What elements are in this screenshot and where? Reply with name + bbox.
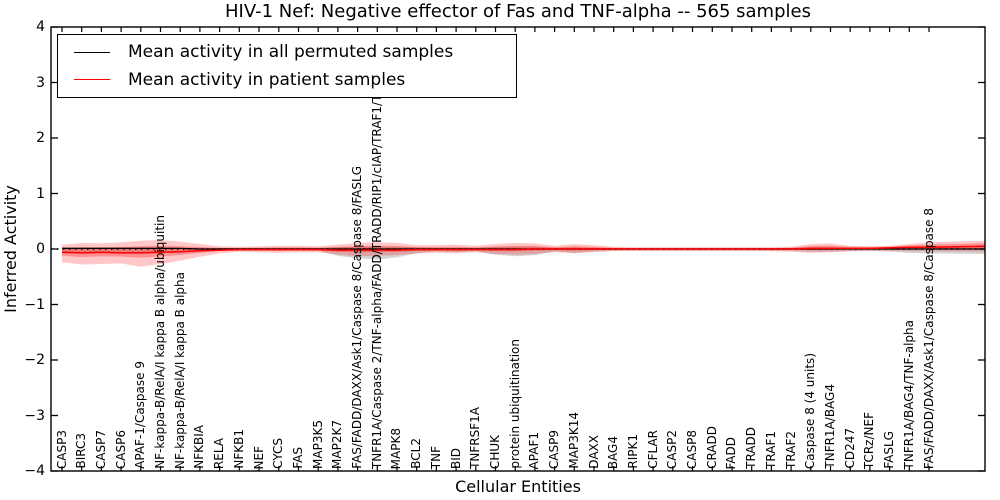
x-tick-label: FADD [724,436,739,470]
x-tick-label: protein ubiquitination [507,339,522,469]
x-tick-label: FAS/FADD/DAXX/Ask1/Caspase 8/Caspase 8 [921,207,936,469]
x-tick-label: BID [448,447,463,469]
x-tick-label: CASP3 [54,429,69,469]
x-axis-title: Cellular Entities [455,477,581,496]
x-tick-label: BCL2 [409,438,424,469]
x-tick-label: CASP7 [93,429,108,469]
y-tick-label: 3 [36,74,45,91]
x-tick-label: MAPK8 [389,427,404,469]
x-tick-label: APAF1 [527,431,542,469]
legend-entry-permuted: Mean activity in all permuted samples [74,42,516,62]
x-tick-label: MAP3K5 [310,420,325,469]
x-tick-label: CD247 [842,428,857,469]
x-tick-label: FAS [290,447,305,469]
x-tick-label: Caspase 8 (4 units) [803,352,818,469]
y-tick-label: −3 [24,407,45,424]
x-tick-label: BIRC3 [74,433,89,469]
y-tick-label: 4 [36,19,45,35]
x-tick-label: TNFRSF1A [468,407,483,469]
x-tick-label: TCRz/NEF [862,411,877,469]
x-tick-label: NFKBIA [192,425,207,469]
x-tick-label: CASP6 [113,429,128,469]
y-tick-label: 0 [36,241,45,257]
x-tick-label: RELA [212,437,227,469]
x-tick-label: TNF [428,445,443,469]
chart-title: HIV-1 Nef: Negative effector of Fas and … [225,1,811,22]
x-tick-label: CYCS [271,438,286,469]
x-tick-label: NF-kappa-B/RelA/I kappa B alpha/ubiquiti… [153,215,168,469]
patient-line-swatch-icon [74,79,110,81]
x-tick-label: TNFR1A/BAG4 [822,384,837,469]
x-tick-label: MAP3K14 [566,412,581,469]
x-tick-label: APAF-1/Caspase 9 [133,361,148,469]
legend-label-permuted: Mean activity in all permuted samples [128,42,454,63]
x-tick-label: TRAF2 [783,431,798,469]
x-tick-label: RIPK1 [625,434,640,469]
x-tick-label: BAG4 [606,435,621,469]
x-tick-label: NF-kappa-B/RelA/I kappa B alpha [172,272,187,469]
x-tick-label: TNFR1A/BAG4/TNF-alpha [901,319,916,469]
x-tick-label: TRAF1 [763,431,778,469]
x-tick-label: CASP2 [665,429,680,469]
x-tick-label: MAP2K7 [330,420,345,469]
patient-band-outer [62,240,985,267]
y-tick-label: −4 [24,463,45,479]
x-tick-label: FASLG [882,431,897,469]
patient-band-inner [62,243,985,258]
y-tick-label: 2 [36,130,45,146]
x-tick-label: DAXX [586,435,601,469]
x-tick-label: NEF [251,445,266,469]
legend-entry-patient: Mean activity in patient samples [74,70,516,90]
x-tick-label: FAS/FADD/DAXX/Ask1/Caspase 8/Caspase 8/F… [350,166,365,469]
x-tick-label: TNFR1A/Caspase 2/TNF-alpha/FADD/TRADD/RI… [369,63,384,469]
legend-label-patient: Mean activity in patient samples [128,69,406,90]
x-tick-label: NFKB1 [231,429,246,469]
legend: Mean activity in all permuted samples Me… [57,34,517,98]
y-tick-label: 1 [36,185,45,202]
patient-mean-line [61,245,986,254]
x-tick-label: CRADD [704,426,719,469]
x-tick-label: CFLAR [645,430,660,469]
x-tick-label: CASP9 [547,429,562,469]
x-tick-label: CASP8 [685,429,700,469]
y-tick-label: −2 [24,352,45,368]
y-tick-label: −1 [24,296,45,313]
permuted-line-swatch-icon [74,51,110,53]
x-tick-label: CHUK [488,434,502,469]
x-tick-label: TRADD [744,427,759,469]
